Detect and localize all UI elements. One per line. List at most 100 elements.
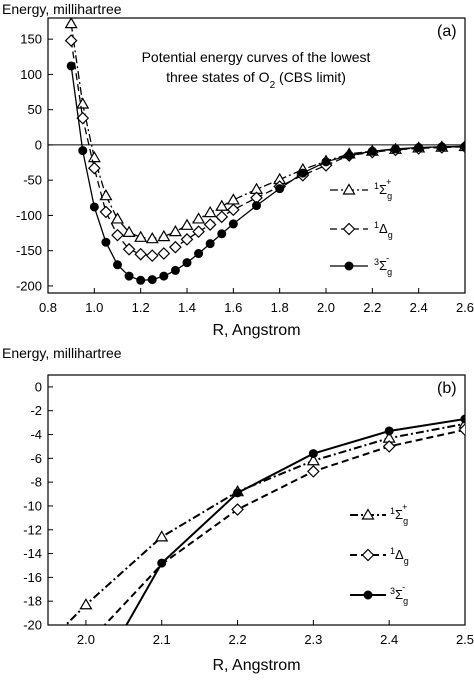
data-point (101, 237, 111, 247)
data-point (76, 97, 90, 109)
data-point (99, 205, 113, 219)
x-tick-label: 1.0 (85, 300, 103, 315)
data-point (321, 157, 331, 167)
data-point (113, 260, 122, 270)
y-tick-label: -10 (23, 498, 42, 513)
data-point (145, 232, 159, 244)
y-tick-label: 0 (35, 137, 42, 152)
series-line (103, 428, 465, 625)
data-point (458, 423, 465, 437)
x-axis-label: R, Angstrom (212, 657, 300, 674)
data-point (66, 61, 76, 71)
y-tick-label: -4 (30, 427, 42, 442)
data-point (203, 218, 217, 231)
data-point (157, 247, 171, 260)
x-tick-label: 2.5 (456, 632, 474, 647)
data-point (226, 193, 240, 205)
data-point (308, 449, 318, 459)
plot-area (64, 414, 465, 625)
panel-label: (a) (437, 23, 457, 40)
data-point (298, 168, 308, 178)
y-tick-label: -20 (23, 618, 42, 633)
data-point (124, 271, 134, 281)
data-point (367, 146, 377, 156)
legend-label: 1Σg+ (374, 177, 392, 201)
data-point (275, 184, 285, 194)
series-line (125, 418, 465, 625)
plot-area (64, 18, 465, 285)
data-point (168, 224, 182, 237)
data-point (170, 265, 180, 275)
data-point (192, 225, 205, 239)
x-tick-label: 2.4 (410, 300, 428, 315)
data-point (169, 240, 182, 254)
y-tick-label: 0 (35, 379, 42, 394)
data-point (384, 426, 394, 436)
data-point (391, 144, 400, 154)
x-tick-label: 1.6 (224, 300, 242, 315)
series-line (64, 422, 465, 625)
data-point (215, 199, 229, 211)
plot-frame (47, 17, 466, 294)
data-point (205, 239, 215, 249)
data-point (215, 210, 229, 224)
data-point (64, 18, 78, 29)
y-tick-label: 50 (28, 102, 42, 117)
data-point (203, 205, 217, 218)
legend-marker (361, 508, 375, 520)
data-point (182, 258, 192, 268)
y-axis-label: Energy, millihartree (2, 1, 122, 17)
y-tick-label: -14 (23, 546, 42, 561)
data-point (134, 230, 148, 242)
x-tick-label: 0.8 (39, 300, 57, 315)
data-point (192, 212, 206, 224)
x-tick-label: 2.3 (304, 632, 322, 647)
y-tick-label: -6 (30, 451, 42, 466)
data-point (217, 229, 227, 239)
data-point (307, 465, 320, 478)
y-tick-label: -2 (30, 403, 42, 418)
legend-marker (361, 548, 375, 562)
data-point (233, 488, 243, 498)
y-tick-label: -100 (16, 208, 42, 223)
data-point (122, 225, 136, 237)
y-tick-label: -50 (23, 173, 42, 188)
x-tick-label: 1.8 (271, 300, 289, 315)
data-point (460, 414, 465, 424)
data-point (136, 275, 146, 285)
x-axis-label: R, Angstrom (212, 322, 300, 339)
x-tick-label: 2.6 (456, 300, 474, 315)
x-tick-label: 2.2 (229, 632, 247, 647)
y-tick-label: -12 (23, 522, 42, 537)
series-0 (64, 417, 465, 625)
data-point (145, 249, 159, 262)
y-tick-label: -200 (16, 278, 42, 293)
legend-marker (342, 183, 356, 195)
legend-label: 3Σg- (374, 253, 392, 277)
data-point (155, 530, 169, 542)
data-point (159, 271, 169, 281)
series-2 (66, 61, 465, 285)
legend: 1Σg+ 1Δg 3Σg- (350, 502, 409, 606)
legend: 1Σg+ 1Δg 3Σg- (330, 177, 393, 277)
legend-marker (363, 590, 373, 600)
data-point (252, 201, 261, 211)
panel-label: (b) (437, 380, 457, 397)
series-2 (125, 414, 465, 625)
data-point (87, 161, 101, 175)
y-tick-label: -16 (23, 570, 42, 585)
data-point (180, 233, 194, 246)
series-1 (103, 423, 465, 625)
legend-label: 3Σg- (390, 582, 408, 606)
data-point (111, 228, 124, 242)
x-tick-label: 2.2 (363, 300, 381, 315)
y-tick-label: 100 (20, 67, 42, 82)
x-tick-label: 2.4 (380, 632, 398, 647)
data-point (306, 454, 320, 466)
data-point (157, 558, 167, 568)
y-axis-label: Energy, millihartree (2, 345, 122, 361)
x-tick-label: 2.0 (77, 632, 95, 647)
plot-frame (47, 374, 466, 626)
data-point (460, 141, 465, 151)
